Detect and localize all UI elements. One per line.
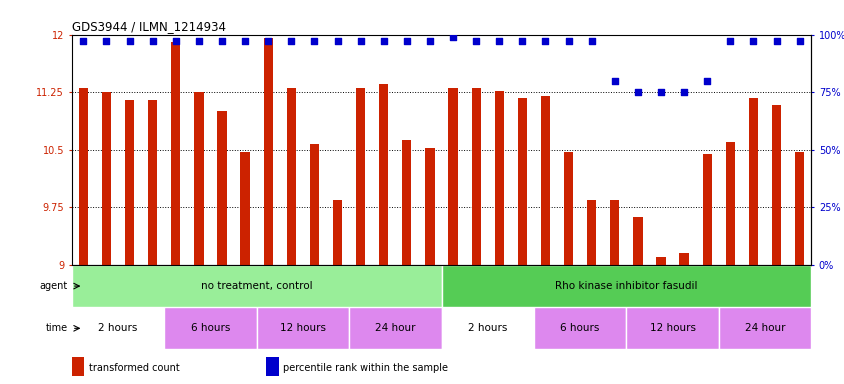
- Point: [354, 38, 367, 45]
- Point: [538, 38, 552, 45]
- Point: [561, 38, 575, 45]
- Text: 24 hour: 24 hour: [375, 323, 415, 333]
- Bar: [379, 84, 388, 265]
- Bar: [625, 307, 718, 349]
- Bar: [241, 152, 250, 265]
- Bar: [632, 217, 641, 265]
- Text: 12 hours: 12 hours: [279, 323, 326, 333]
- Point: [492, 38, 506, 45]
- Bar: [355, 88, 365, 265]
- Bar: [771, 105, 780, 265]
- Bar: [102, 92, 111, 265]
- Point: [146, 38, 160, 45]
- Point: [238, 38, 252, 45]
- Bar: [718, 307, 810, 349]
- Bar: [679, 253, 688, 265]
- Text: GDS3944 / ILMN_1214934: GDS3944 / ILMN_1214934: [72, 20, 225, 33]
- Bar: [701, 154, 711, 265]
- Bar: [794, 152, 803, 265]
- Text: no treatment, control: no treatment, control: [201, 281, 312, 291]
- Bar: [164, 307, 257, 349]
- Text: 2 hours: 2 hours: [468, 323, 506, 333]
- Point: [584, 38, 598, 45]
- Bar: [517, 98, 527, 265]
- Bar: [471, 88, 480, 265]
- Point: [215, 38, 229, 45]
- Point: [469, 38, 483, 45]
- Point: [630, 89, 644, 95]
- Text: 24 hour: 24 hour: [744, 323, 784, 333]
- Point: [261, 38, 274, 45]
- Point: [700, 78, 713, 84]
- Bar: [72, 265, 441, 307]
- Bar: [656, 257, 665, 265]
- Bar: [194, 92, 203, 265]
- Bar: [263, 38, 273, 265]
- Bar: [587, 200, 596, 265]
- Bar: [448, 88, 457, 265]
- Text: 2 hours: 2 hours: [98, 323, 138, 333]
- Point: [169, 38, 182, 45]
- Bar: [563, 152, 572, 265]
- Point: [746, 38, 760, 45]
- Point: [446, 34, 459, 40]
- Bar: [349, 307, 441, 349]
- Bar: [72, 307, 164, 349]
- Bar: [125, 100, 134, 265]
- Bar: [748, 98, 757, 265]
- Point: [399, 38, 413, 45]
- Bar: [441, 307, 533, 349]
- Text: 6 hours: 6 hours: [560, 323, 599, 333]
- Text: percentile rank within the sample: percentile rank within the sample: [283, 363, 447, 373]
- Bar: [533, 307, 625, 349]
- Bar: [148, 100, 157, 265]
- Point: [769, 38, 782, 45]
- Bar: [609, 200, 619, 265]
- Text: 12 hours: 12 hours: [649, 323, 695, 333]
- Bar: [441, 265, 810, 307]
- Point: [122, 38, 136, 45]
- Bar: [425, 148, 434, 265]
- Point: [653, 89, 667, 95]
- Text: 6 hours: 6 hours: [191, 323, 230, 333]
- Point: [677, 89, 690, 95]
- Bar: [402, 140, 411, 265]
- Point: [608, 78, 621, 84]
- Point: [77, 38, 90, 45]
- Point: [284, 38, 298, 45]
- Bar: [257, 307, 349, 349]
- Text: Rho kinase inhibitor fasudil: Rho kinase inhibitor fasudil: [555, 281, 697, 291]
- Bar: [725, 142, 734, 265]
- Point: [307, 38, 321, 45]
- Bar: [333, 200, 342, 265]
- Point: [330, 38, 344, 45]
- Point: [423, 38, 436, 45]
- Bar: [78, 88, 88, 265]
- Bar: [171, 42, 181, 265]
- Point: [792, 38, 805, 45]
- Point: [192, 38, 205, 45]
- Bar: [217, 111, 226, 265]
- Bar: [310, 144, 319, 265]
- Bar: [540, 96, 549, 265]
- Point: [515, 38, 528, 45]
- Point: [722, 38, 736, 45]
- Point: [376, 38, 390, 45]
- Text: time: time: [46, 323, 68, 333]
- Bar: [494, 91, 503, 265]
- Text: agent: agent: [40, 281, 68, 291]
- Text: transformed count: transformed count: [89, 363, 179, 373]
- Point: [100, 38, 113, 45]
- Bar: [286, 88, 295, 265]
